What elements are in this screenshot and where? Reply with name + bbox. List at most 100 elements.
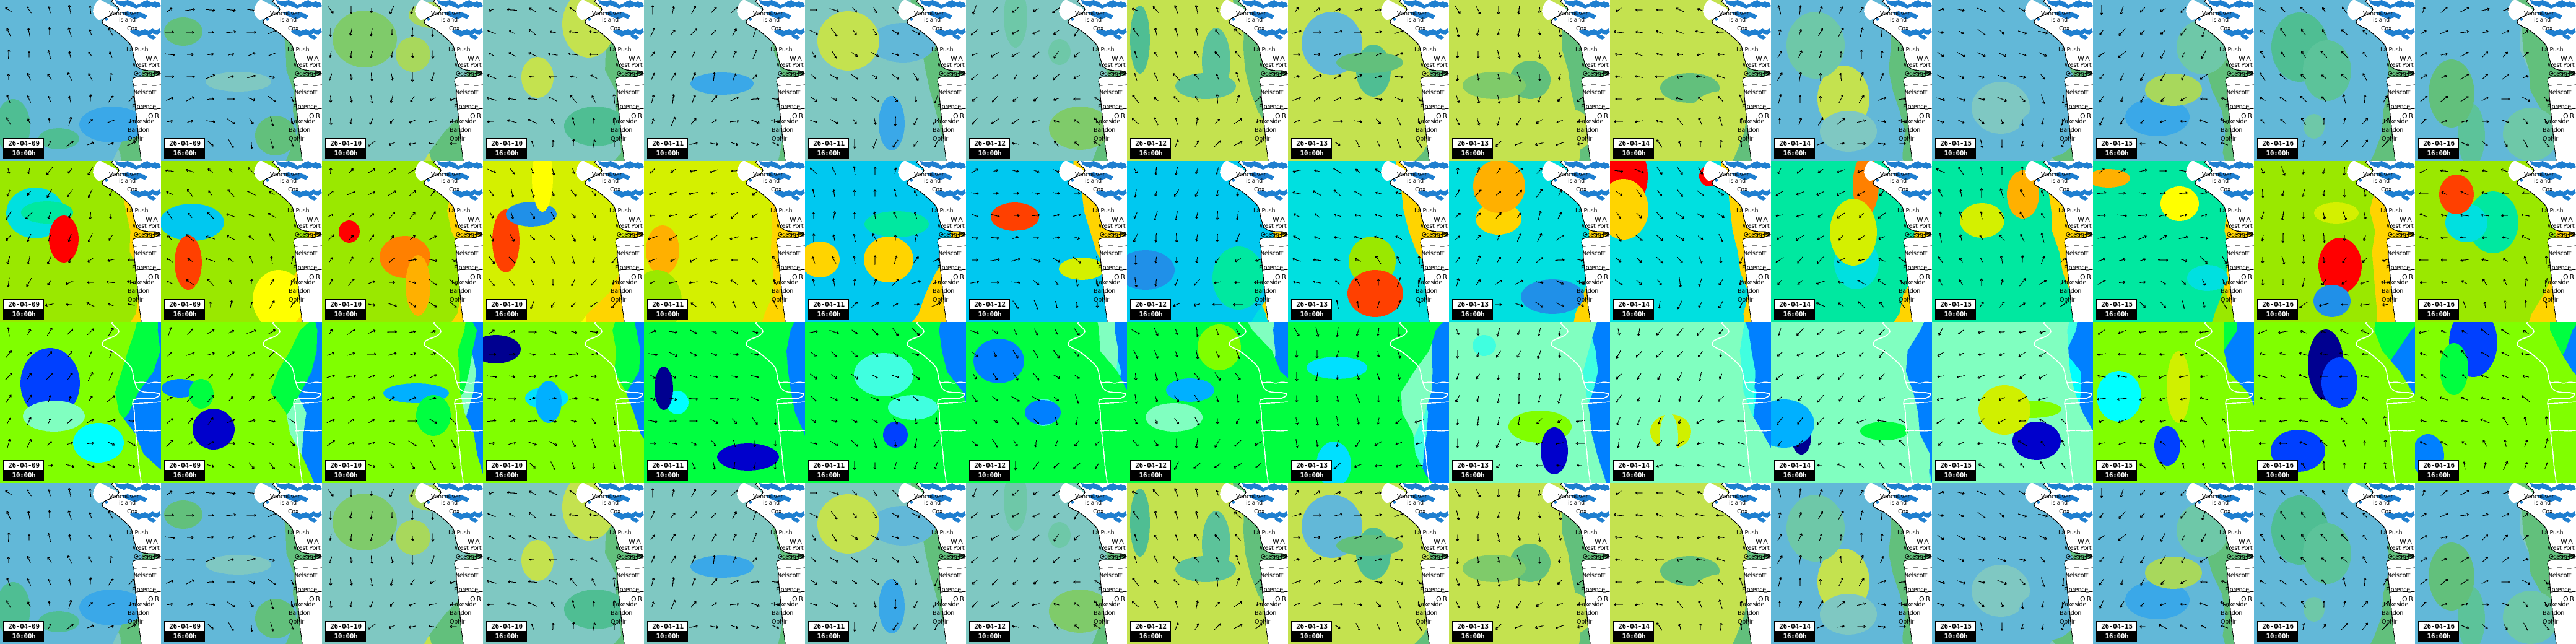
forecast-date: 26-04-16 (2419, 139, 2458, 149)
timestamp-badge: 26-04-10 10:00h (326, 139, 365, 158)
timestamp-badge: 26-04-12 10:00h (970, 300, 1009, 319)
contour-field (161, 161, 322, 322)
contour-field (1610, 161, 1771, 322)
forecast-date: 26-04-14 (1614, 300, 1653, 310)
contour-field (1449, 483, 1610, 644)
timestamp-badge: 26-04-14 16:00h (1775, 300, 1814, 319)
forecast-date: 26-04-12 (970, 622, 1009, 632)
forecast-date: 26-04-13 (1453, 461, 1492, 471)
contour-field (966, 161, 1127, 322)
forecast-date: 26-04-13 (1453, 139, 1492, 149)
forecast-time: 16:00h (165, 149, 204, 158)
forecast-time: 10:00h (1614, 310, 1653, 319)
forecast-time: 10:00h (326, 632, 365, 641)
timestamp-badge: 26-04-16 10:00h (2258, 622, 2297, 641)
timestamp-badge: 26-04-10 16:00h (487, 622, 526, 641)
forecast-time: 16:00h (487, 310, 526, 319)
forecast-date: 26-04-14 (1775, 622, 1814, 632)
contour-field (2415, 483, 2576, 644)
timestamp-badge: 26-04-15 16:00h (2097, 461, 2136, 480)
timestamp-badge: 26-04-09 10:00h (4, 300, 43, 319)
contour-field (1932, 161, 2093, 322)
forecast-time: 16:00h (1775, 310, 1814, 319)
timestamp-badge: 26-04-15 16:00h (2097, 139, 2136, 158)
forecast-date: 26-04-13 (1453, 300, 1492, 310)
timestamp-badge: 26-04-09 10:00h (4, 139, 43, 158)
forecast-date: 26-04-11 (648, 622, 687, 632)
forecast-date: 26-04-11 (809, 461, 848, 471)
contour-field (2093, 483, 2254, 644)
forecast-time: 16:00h (1131, 632, 1170, 641)
timestamp-badge: 26-04-13 16:00h (1453, 139, 1492, 158)
forecast-date: 26-04-15 (1936, 622, 1975, 632)
timestamp-badge: 26-04-14 10:00h (1614, 139, 1653, 158)
timestamp-badge: 26-04-13 16:00h (1453, 461, 1492, 480)
contour-field (2093, 322, 2254, 483)
